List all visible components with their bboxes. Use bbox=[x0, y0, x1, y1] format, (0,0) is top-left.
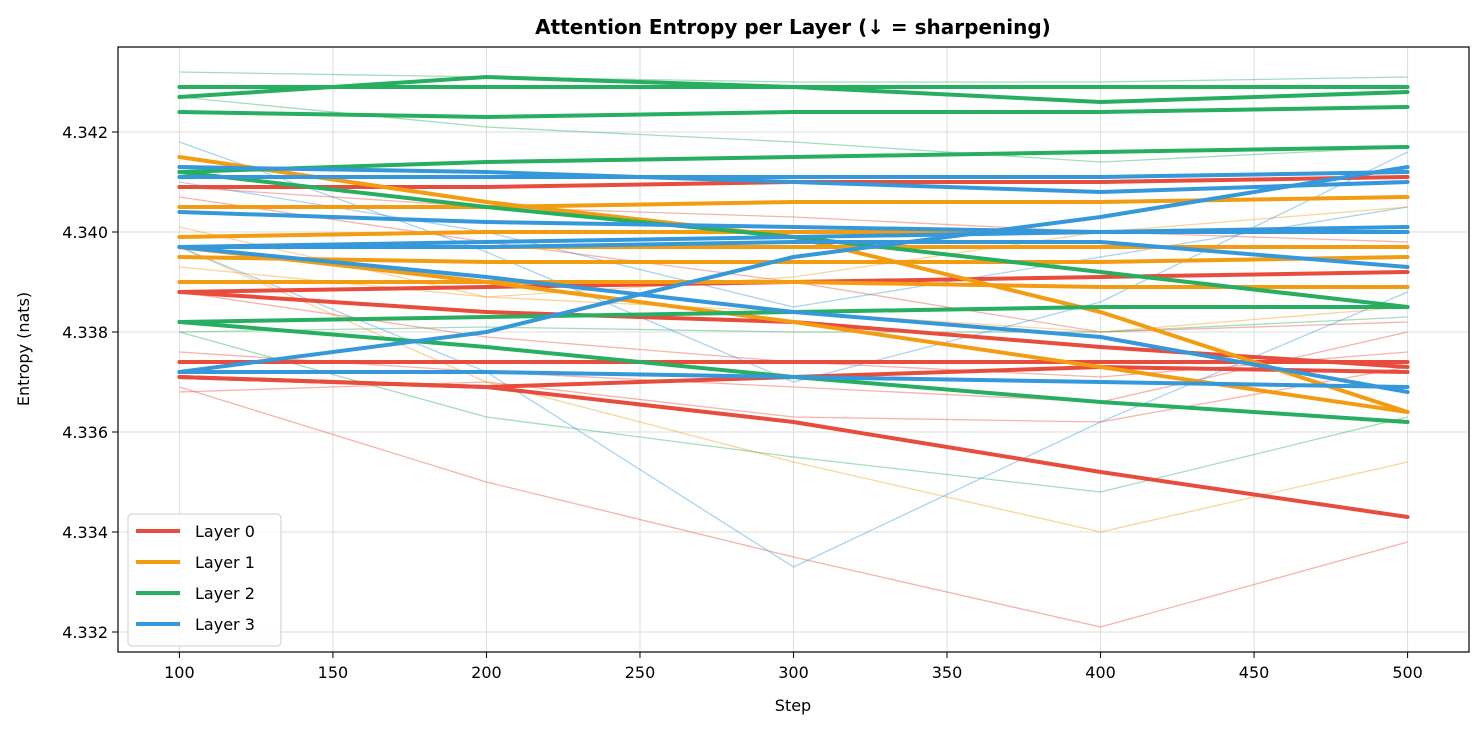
layer-2-head-line bbox=[179, 331, 1408, 493]
layer-2-head-line bbox=[179, 71, 1408, 83]
x-tick-label: 200 bbox=[471, 663, 502, 682]
legend-label: Layer 3 bbox=[195, 615, 255, 634]
y-tick-label: 4.340 bbox=[62, 223, 108, 242]
legend: Layer 0 Layer 1 Layer 2 Layer 3 bbox=[127, 513, 282, 647]
layer-1-series-line bbox=[177, 255, 1410, 264]
y-axis-ticks: 4.332 4.334 4.336 4.338 4.340 4.342 bbox=[62, 123, 118, 642]
layer-2-series-line bbox=[177, 145, 1410, 174]
x-tick-label: 350 bbox=[932, 663, 963, 682]
layer-3-series-line bbox=[177, 225, 1410, 249]
chart-title: Attention Entropy per Layer (↓ = sharpen… bbox=[535, 15, 1051, 39]
layer-0-head-line bbox=[179, 331, 1408, 403]
y-tick-label: 4.332 bbox=[62, 623, 108, 642]
legend-label: Layer 2 bbox=[195, 584, 255, 603]
x-axis-label: Step bbox=[775, 696, 811, 715]
layer-3-series-line bbox=[177, 165, 1410, 194]
x-tick-label: 100 bbox=[164, 663, 195, 682]
layer-3-series-line bbox=[177, 245, 1410, 394]
layer-2-series-line bbox=[177, 105, 1410, 119]
x-tick-label: 300 bbox=[778, 663, 809, 682]
y-tick-label: 4.342 bbox=[62, 123, 108, 142]
x-tick-label: 400 bbox=[1085, 663, 1116, 682]
mean-lines bbox=[177, 75, 1410, 519]
y-axis-label: Entropy (nats) bbox=[14, 292, 33, 406]
x-tick-label: 250 bbox=[625, 663, 656, 682]
y-tick-label: 4.334 bbox=[62, 523, 108, 542]
layer-2-series-line bbox=[177, 75, 1410, 104]
legend-label: Layer 0 bbox=[195, 522, 255, 541]
layer-3-head-line bbox=[179, 181, 1408, 308]
legend-box bbox=[127, 513, 282, 647]
x-axis-ticks: 100 150 200 250 300 350 400 450 500 bbox=[164, 652, 1423, 682]
layer-3-series-line bbox=[177, 170, 1410, 179]
layer-3-series-line bbox=[177, 370, 1410, 389]
layer-3-series-line bbox=[177, 165, 1410, 374]
layer-0-head-line bbox=[179, 186, 1408, 243]
layer-3-head-line bbox=[179, 246, 1408, 568]
x-tick-label: 500 bbox=[1392, 663, 1423, 682]
layer-0-head-line bbox=[179, 386, 1408, 628]
layer-0-series-line bbox=[177, 375, 1410, 519]
layer-2-head-line bbox=[179, 316, 1408, 333]
x-tick-label: 150 bbox=[318, 663, 349, 682]
layer-1-series-line bbox=[177, 280, 1410, 289]
y-tick-label: 4.336 bbox=[62, 423, 108, 442]
x-tick-label: 450 bbox=[1239, 663, 1270, 682]
legend-label: Layer 1 bbox=[195, 553, 255, 572]
layer-3-series-line bbox=[177, 240, 1410, 269]
y-tick-label: 4.338 bbox=[62, 323, 108, 342]
